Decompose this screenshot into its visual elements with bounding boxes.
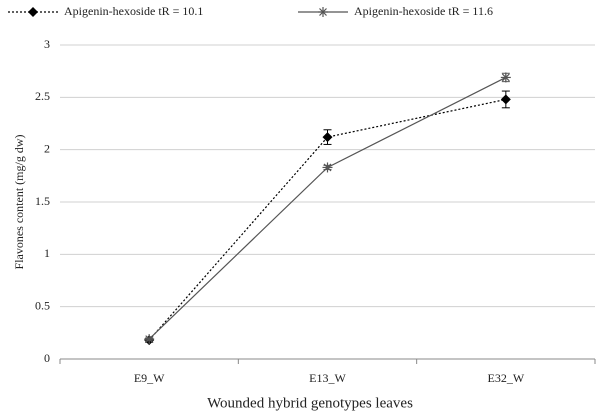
- x-tick-label: E13_W: [309, 371, 346, 385]
- marker-stroke: [323, 163, 332, 172]
- marker: [322, 162, 333, 173]
- y-tick-label: 0.5: [35, 298, 50, 312]
- marker: [322, 132, 333, 143]
- marker: [144, 334, 155, 345]
- series-line: [148, 76, 507, 340]
- marker-stroke: [501, 73, 510, 82]
- y-axis-label: Flavones content (mg/g dw): [12, 135, 26, 270]
- x-axis-label: Wounded hybrid genotypes leaves: [207, 395, 413, 411]
- legend-label: Apigenin-hexoside tR = 10.1: [64, 4, 203, 18]
- marker: [318, 7, 328, 17]
- marker-stroke: [145, 335, 154, 344]
- y-tick-label: 3: [44, 37, 50, 51]
- marker: [500, 94, 511, 105]
- x-tick-label: E9_W: [134, 371, 165, 385]
- y-tick-label: 2.5: [35, 89, 50, 103]
- marker-stroke: [319, 8, 327, 16]
- y-tick-label: 2: [44, 141, 50, 155]
- y-tick-label: 1.5: [35, 194, 50, 208]
- legend-label: Apigenin-hexoside tR = 11.6: [354, 4, 493, 18]
- x-tick-label: E32_W: [488, 371, 525, 385]
- marker: [28, 7, 38, 17]
- marker: [500, 72, 511, 83]
- y-tick-label: 1: [44, 246, 50, 260]
- y-tick-label: 0: [44, 351, 50, 365]
